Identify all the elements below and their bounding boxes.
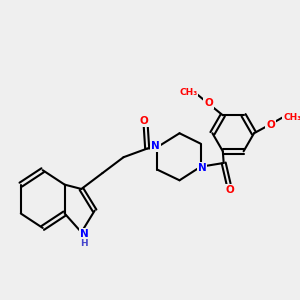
Text: O: O: [226, 185, 234, 195]
Text: N: N: [152, 141, 160, 151]
Text: O: O: [204, 98, 213, 108]
Text: N: N: [80, 229, 89, 239]
Text: CH₃: CH₃: [179, 88, 197, 97]
Text: N: N: [198, 163, 206, 173]
Text: O: O: [266, 120, 275, 130]
Text: H: H: [80, 239, 88, 248]
Text: O: O: [140, 116, 149, 126]
Text: CH₃: CH₃: [283, 113, 300, 122]
